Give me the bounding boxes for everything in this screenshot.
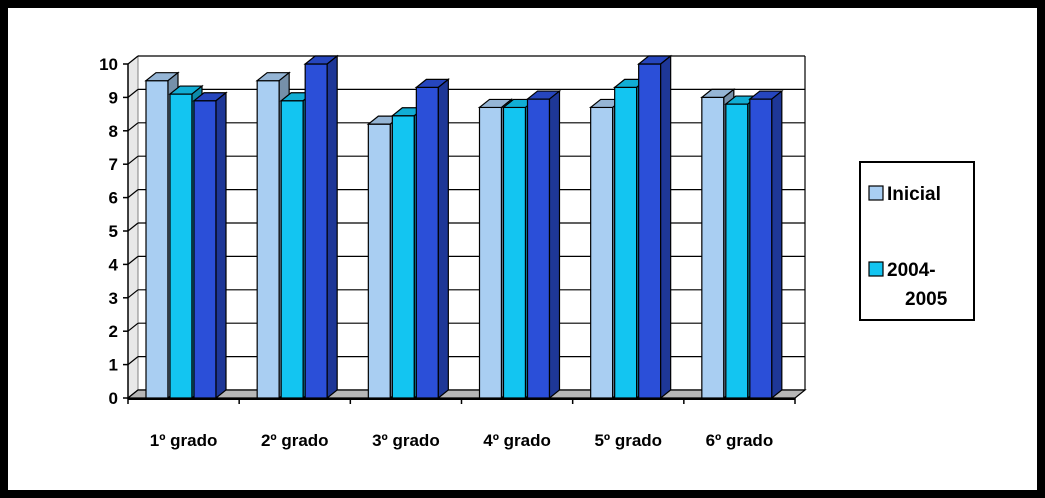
legend-label-inicial: Inicial xyxy=(887,184,941,205)
y-tick-label: 0 xyxy=(109,389,118,408)
gridline-diagonal xyxy=(127,356,139,366)
bar xyxy=(414,78,451,400)
gridline-diagonal xyxy=(127,122,139,132)
bar-front xyxy=(749,98,773,399)
y-tick-label: 10 xyxy=(99,55,118,74)
bar-side xyxy=(548,89,561,400)
x-category-label: 4º grado xyxy=(483,431,551,450)
bar-front xyxy=(638,63,662,399)
y-tick-label: 9 xyxy=(109,88,118,107)
x-category-label: 6º grado xyxy=(706,431,774,450)
y-tick-label: 1 xyxy=(109,356,118,375)
y-tick-label: 2 xyxy=(109,322,118,341)
bar-front xyxy=(280,100,304,399)
gridline-diagonal xyxy=(127,222,139,232)
y-tick-label: 8 xyxy=(109,122,118,141)
bar-front xyxy=(145,80,169,399)
x-category-label: 2º grado xyxy=(261,431,329,450)
gridline-diagonal xyxy=(127,55,139,65)
y-axis: 0 1 2 3 4 5 6 7 8 9 10 xyxy=(99,55,129,408)
x-axis: 1º grado 2º grado 3º grado 4º grado 5º grado… xyxy=(127,398,796,450)
bar-front xyxy=(701,96,725,399)
gridline-diagonal xyxy=(127,322,139,332)
x-category-label: 1º grado xyxy=(150,431,218,450)
bar-front xyxy=(502,106,527,399)
x-category-label: 3º grado xyxy=(372,431,440,450)
bar-front xyxy=(614,86,638,399)
legend-swatch-2004-2005 xyxy=(868,261,884,277)
bar xyxy=(525,89,562,400)
bar-side xyxy=(215,91,227,400)
y-tick-label: 3 xyxy=(109,289,118,308)
bar-side xyxy=(771,89,783,400)
x-category-label: 5º grado xyxy=(594,431,662,450)
bar-front xyxy=(478,106,503,399)
bar xyxy=(748,89,784,400)
bar xyxy=(636,54,673,400)
legend-label-2004-2005-line2: 2005 xyxy=(905,289,948,310)
bar-front xyxy=(415,86,439,399)
bar-side xyxy=(326,54,338,400)
y-tick-label: 4 xyxy=(109,255,119,274)
bar-side xyxy=(437,78,449,400)
bar-side xyxy=(660,54,672,400)
bars xyxy=(144,54,784,400)
bar-front xyxy=(304,63,328,399)
bar-front xyxy=(256,80,280,399)
legend: Inicial 2004- 2005 xyxy=(859,161,975,321)
y-tick-label: 5 xyxy=(109,222,118,241)
bar-front xyxy=(725,103,749,399)
gridline-diagonal xyxy=(127,289,139,299)
bar xyxy=(192,91,228,400)
bar-front xyxy=(590,106,614,399)
gridline-diagonal xyxy=(127,155,139,165)
bar-front xyxy=(526,98,551,399)
bar-front xyxy=(193,100,217,399)
legend-swatch-inicial xyxy=(868,185,884,201)
gridline-diagonal xyxy=(127,88,139,98)
bar xyxy=(303,54,339,400)
legend-label-2004-2005-line1: 2004- xyxy=(887,260,936,281)
y-tick-label: 7 xyxy=(109,155,118,174)
bar-front xyxy=(367,123,391,399)
bar-front xyxy=(169,93,193,399)
gridline-diagonal xyxy=(127,189,139,199)
y-tick-label: 6 xyxy=(109,189,118,208)
bar-front xyxy=(391,115,415,399)
gridline-diagonal xyxy=(127,255,139,265)
